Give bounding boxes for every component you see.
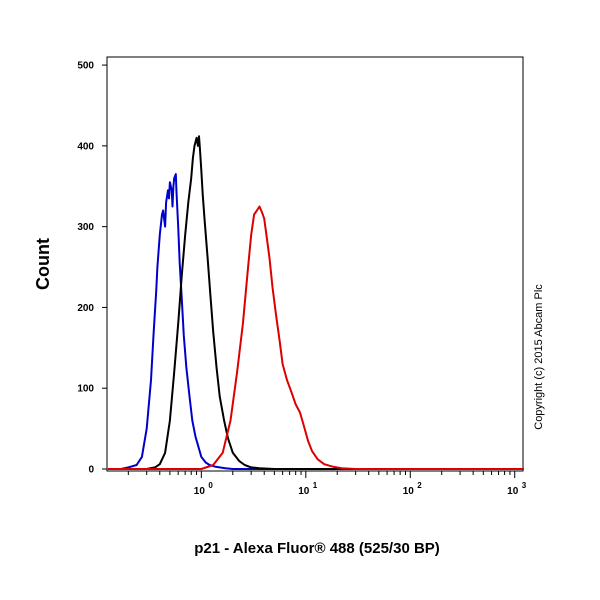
x-tick-label-exponent: 3 (522, 481, 527, 490)
histogram-series-3-line (107, 205, 524, 470)
x-tick-label-base: 10 (507, 486, 519, 497)
x-tick-label: 101 (298, 481, 318, 497)
x-axis-title: p21 - Alexa Fluor® 488 (525/30 BP) (194, 540, 440, 557)
x-tick-label: 100 (194, 481, 214, 497)
x-tick-label: 102 (403, 481, 423, 497)
histogram-series-1-line (107, 173, 524, 470)
y-tick-label: 400 (77, 141, 94, 152)
y-ticks: 0 100 200 300 400 500 (77, 61, 107, 476)
plot-frame (106, 56, 524, 472)
histogram-series-2-line (107, 135, 524, 470)
x-tick-label-base: 10 (298, 486, 310, 497)
y-tick-label: 0 (88, 465, 94, 476)
copyright-annotation: Copyright (c) 2015 Abcam Plc (533, 284, 545, 430)
series-layer (107, 135, 524, 470)
x-tick-label-exponent: 2 (417, 481, 422, 490)
y-tick-label: 300 (77, 222, 94, 233)
x-tick-label-base: 10 (194, 486, 206, 497)
y-tick-label: 500 (77, 61, 94, 72)
y-tick-label: 200 (77, 303, 94, 314)
x-tick-label-base: 10 (403, 486, 415, 497)
x-tick-label-exponent: 0 (208, 481, 213, 490)
x-tick-label: 103 (507, 481, 527, 497)
y-axis-title: Count (33, 238, 53, 290)
y-tick-label: 100 (77, 384, 94, 395)
x-tick-label-exponent: 1 (313, 481, 318, 490)
